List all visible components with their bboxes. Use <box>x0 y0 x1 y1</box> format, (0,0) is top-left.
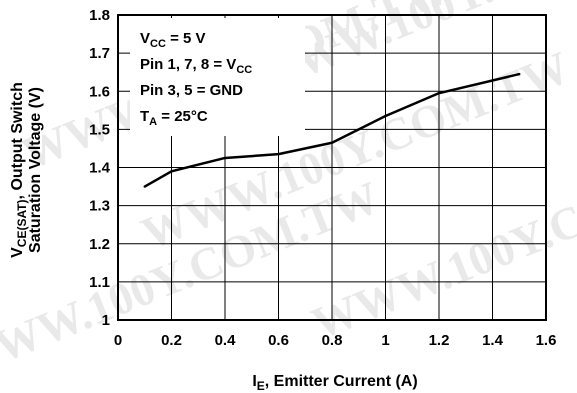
condition-line: Pin 1, 7, 8 = VCC <box>140 56 252 76</box>
condition-line: Pin 3, 5 = GND <box>140 82 243 99</box>
y-tick-label: 1.8 <box>89 7 110 24</box>
x-axis-title-rest: , Emitter Current (A) <box>265 373 418 390</box>
y-axis-ticks: 1 1.1 1.2 1.3 1.4 1.5 1.6 1.7 1.8 <box>89 7 111 329</box>
y-axis-title-subscript: CE(SAT) <box>15 199 29 247</box>
x-axis-title-main: I <box>252 373 256 390</box>
y-tick-label: 1.7 <box>89 45 110 62</box>
x-tick-label: 1.6 <box>536 332 557 349</box>
plot-area-frame <box>117 14 547 321</box>
condition-subscript: CC <box>150 38 166 50</box>
y-tick-label: 1.3 <box>89 198 110 215</box>
x-tick-label: 0.4 <box>215 332 237 349</box>
condition-line: VCC = 5 V <box>140 30 206 50</box>
condition-subscript: A <box>149 116 157 128</box>
x-tick-label: 0.6 <box>268 332 289 349</box>
condition-subscript: CC <box>236 64 252 76</box>
conditions-box-background <box>130 18 305 136</box>
y-axis-title: VCE(SAT), Output Switch Saturation Volta… <box>9 82 44 258</box>
x-axis-title: IE, Emitter Current (A) <box>252 373 417 393</box>
y-tick-label: 1.1 <box>89 274 110 291</box>
condition-text-rest: = 25°C <box>157 108 208 125</box>
y-tick-label: 1.4 <box>89 160 111 177</box>
x-axis-title-subscript: E <box>257 379 265 393</box>
x-axis-ticks: 0 0.2 0.4 0.6 0.8 1 1.2 1.4 1.6 <box>114 332 557 349</box>
data-point <box>143 185 146 188</box>
x-tick-label: 0.2 <box>161 332 182 349</box>
y-axis-title-rest: , Output Switch <box>9 82 26 199</box>
data-point <box>330 141 334 144</box>
condition-line: TA = 25°C <box>140 108 208 128</box>
y-axis-title-line2: Saturation Voltage (V) <box>27 87 44 253</box>
x-tick-label: 1 <box>381 332 389 349</box>
saturation-voltage-line <box>144 72 520 188</box>
condition-text: T <box>140 108 149 125</box>
y-axis-title-main: V <box>9 247 26 258</box>
x-tick-label: 0 <box>114 332 122 349</box>
y-tick-label: 1.6 <box>89 83 110 100</box>
y-tick-label: 1.5 <box>89 121 110 138</box>
series <box>143 72 521 188</box>
data-point <box>223 156 227 160</box>
condition-text: Pin 1, 7, 8 = V <box>140 56 236 73</box>
data-point <box>277 152 280 156</box>
data-point <box>437 91 441 95</box>
condition-text: V <box>140 30 150 47</box>
condition-text: Pin 3, 5 = GND <box>140 82 243 99</box>
x-tick-label: 1.4 <box>482 332 504 349</box>
data-point <box>384 114 387 118</box>
data-point <box>170 170 173 173</box>
y-axis-title-line1: VCE(SAT), Output Switch <box>9 82 29 258</box>
condition-text-rest: = 5 V <box>166 30 206 47</box>
y-tick-label: 1 <box>102 312 110 329</box>
data-point <box>518 72 521 76</box>
x-tick-label: 0.8 <box>322 332 343 349</box>
x-tick-label: 1.2 <box>429 332 450 349</box>
y-tick-label: 1.2 <box>89 236 110 253</box>
